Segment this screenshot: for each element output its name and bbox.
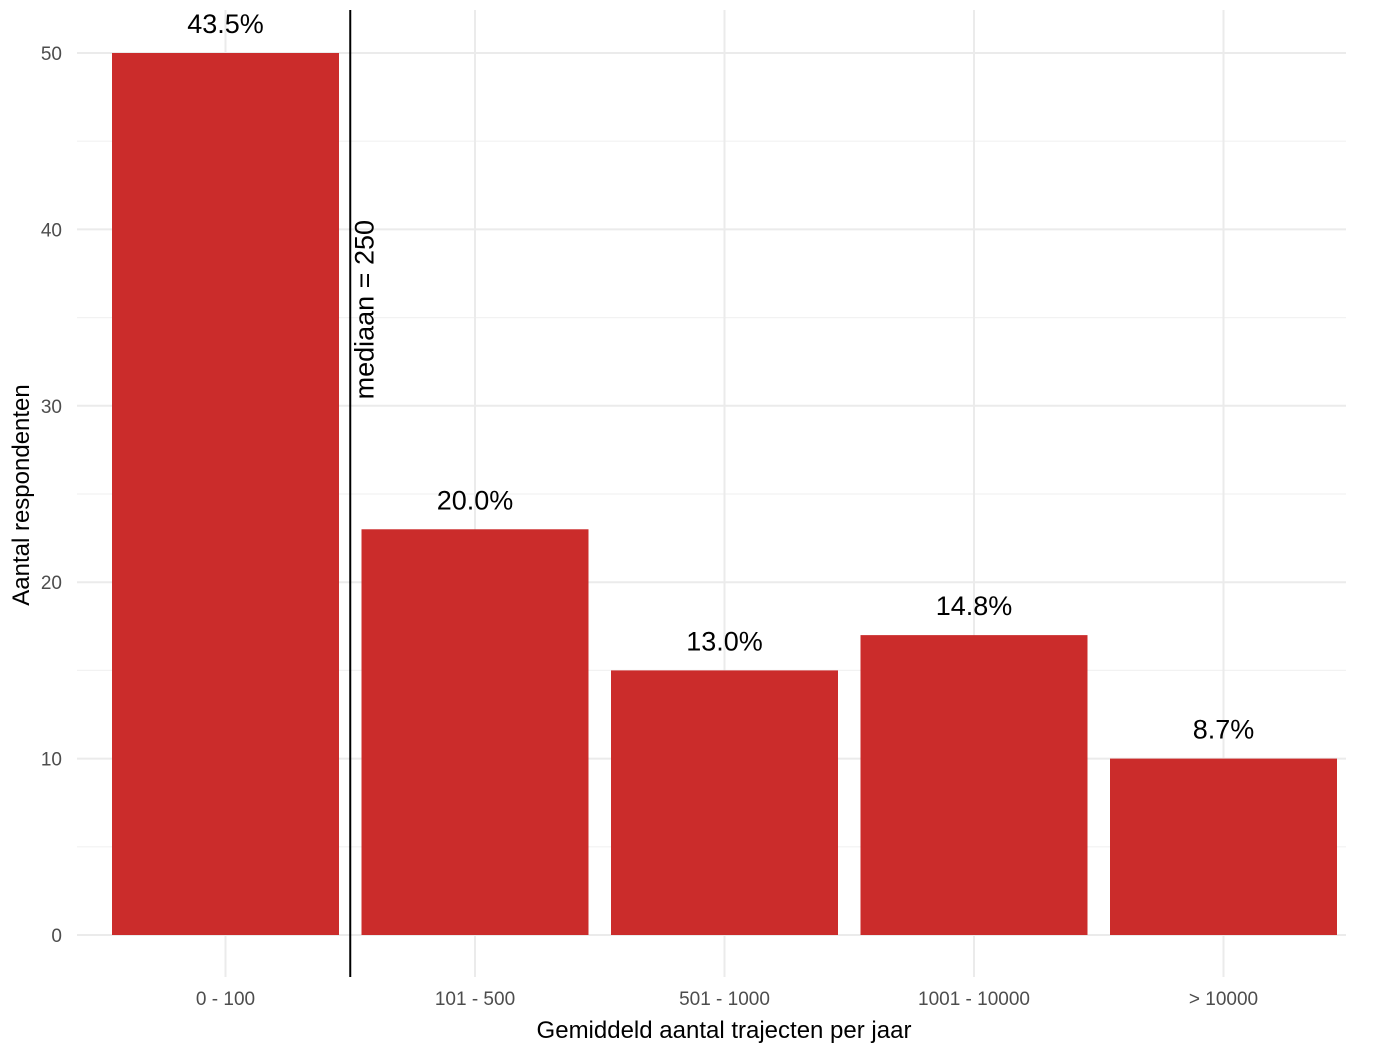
bar-value-label: 20.0% [437, 485, 514, 515]
x-tick-label: 501 - 1000 [679, 989, 770, 1010]
y-tick-label: 40 [41, 220, 62, 241]
bar-value-label: 8.7% [1193, 715, 1255, 745]
x-axis-ticks: 0 - 100 101 - 500 501 - 1000 1001 - 10000 > … [196, 989, 1258, 1010]
bar [112, 53, 339, 935]
bar [1110, 758, 1337, 935]
y-tick-label: 0 [51, 926, 62, 947]
bar-value-label: 14.8% [936, 591, 1013, 621]
y-axis-title: Aantal respondenten [8, 384, 35, 606]
bar [361, 529, 589, 935]
bar [860, 635, 1088, 935]
x-tick-label: 0 - 100 [196, 989, 255, 1010]
bar-value-label: 13.0% [686, 626, 763, 656]
y-tick-label: 10 [41, 750, 62, 771]
x-tick-label: > 10000 [1189, 989, 1258, 1010]
y-tick-label: 20 [41, 573, 62, 594]
x-axis-title: Gemiddeld aantal trajecten per jaar [537, 1017, 912, 1044]
x-tick-label: 1001 - 10000 [918, 989, 1030, 1010]
bars [112, 53, 1337, 935]
x-tick-label: 101 - 500 [435, 989, 515, 1010]
y-tick-label: 30 [41, 397, 62, 418]
bar [611, 670, 838, 935]
y-tick-label: 50 [41, 44, 62, 65]
bar-value-label: 43.5% [187, 9, 264, 39]
y-axis-ticks: 0 10 20 30 40 50 [41, 44, 62, 947]
bar-value-labels: 43.5% 20.0% 13.0% 14.8% 8.7% [187, 9, 1254, 745]
median-label: mediaan = 250 [349, 220, 379, 399]
